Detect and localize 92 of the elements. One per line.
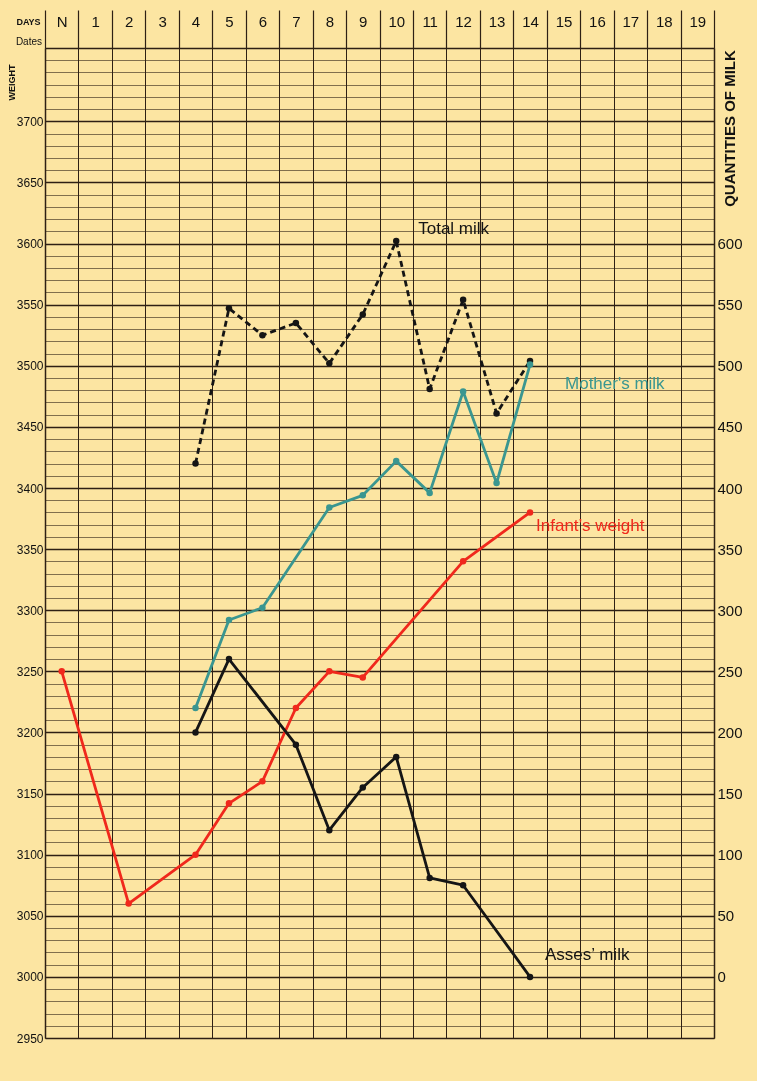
point xyxy=(392,457,400,465)
point xyxy=(459,296,467,304)
point xyxy=(225,616,233,624)
x-tick-label: 15 xyxy=(555,12,573,30)
point xyxy=(392,237,400,245)
y-tick-label: 3150 xyxy=(16,787,44,802)
point xyxy=(259,331,266,339)
x-tick-label: 17 xyxy=(622,12,640,30)
point xyxy=(493,410,500,417)
x-tick-label: 16 xyxy=(589,12,606,30)
x-tick-label: N xyxy=(56,12,68,30)
y2-tick-label: 500 xyxy=(717,357,743,375)
y-tick-label: 3050 xyxy=(16,909,44,924)
x-tick-label: 9 xyxy=(359,12,368,30)
point xyxy=(259,604,266,612)
y2-tick-label: 0 xyxy=(717,968,726,986)
y-tick-label: 3600 xyxy=(16,237,44,252)
point xyxy=(526,361,534,368)
x-tick-label: 5 xyxy=(225,12,234,30)
y2-tick-label: 100 xyxy=(717,846,743,864)
point xyxy=(459,881,467,889)
x-tick-label: 3 xyxy=(158,12,167,30)
point xyxy=(326,668,333,675)
y-tick-label: 3000 xyxy=(16,970,44,985)
x-tick-label: 19 xyxy=(689,12,707,30)
x-tick-label: 14 xyxy=(522,12,539,30)
y2-tick-label: 300 xyxy=(717,601,743,619)
y-tick-label: 3500 xyxy=(16,359,44,374)
y-tick-label: 3100 xyxy=(16,848,44,863)
x-tick-label: 1 xyxy=(91,12,100,30)
y2-tick-label: 450 xyxy=(717,418,743,436)
y-tick-label: 3250 xyxy=(16,664,44,679)
point xyxy=(326,826,333,834)
x-tick-label: 11 xyxy=(422,12,438,30)
y-tick-label: 3450 xyxy=(16,420,44,435)
y2-tick-label: 350 xyxy=(717,540,743,558)
point xyxy=(459,388,467,395)
point xyxy=(292,704,300,712)
x-tick-label: 8 xyxy=(325,12,334,30)
point xyxy=(192,704,199,712)
point xyxy=(359,311,367,318)
y2-tick-label: 600 xyxy=(717,235,743,253)
y2-tick-label: 150 xyxy=(717,785,743,803)
y-tick-label: 2950 xyxy=(16,1031,44,1046)
x-tick-label: 7 xyxy=(292,12,301,30)
point xyxy=(326,504,333,511)
point xyxy=(426,874,433,882)
point xyxy=(58,668,65,675)
y2-tick-label: 400 xyxy=(717,479,743,497)
point xyxy=(192,851,199,858)
point xyxy=(359,784,367,791)
point xyxy=(225,655,233,663)
point xyxy=(359,674,367,681)
y-tick-label: 3300 xyxy=(16,603,44,618)
point xyxy=(192,729,199,736)
y2-tick-label: 200 xyxy=(717,723,743,741)
x-tick-label: 12 xyxy=(455,12,472,30)
y-tick-label: 3350 xyxy=(16,542,44,557)
x-tick-label: 2 xyxy=(124,12,134,30)
point xyxy=(459,558,467,565)
y2-tick-label: 50 xyxy=(717,907,735,925)
y-tick-label: 3700 xyxy=(16,114,44,129)
y2-axis-title: QUANTITIES OF MILK xyxy=(720,50,738,207)
x-axis-title: DAYS xyxy=(16,16,41,27)
point xyxy=(426,385,433,393)
point xyxy=(359,492,367,499)
point xyxy=(326,360,333,367)
point xyxy=(526,509,534,516)
point xyxy=(526,973,534,981)
y-tick-label: 3650 xyxy=(16,175,44,190)
point xyxy=(292,741,300,748)
x-tick-label: 4 xyxy=(191,12,201,30)
x-tick-label: 13 xyxy=(488,12,506,30)
y-axis-title: WEIGHT xyxy=(6,64,17,101)
point xyxy=(392,753,400,761)
x-tick-label: 6 xyxy=(258,12,268,30)
point xyxy=(493,479,500,487)
point xyxy=(426,489,433,497)
point xyxy=(225,800,233,807)
x-tick-label: 18 xyxy=(655,12,673,30)
text: Dates xyxy=(15,36,42,47)
y2-tick-label: 250 xyxy=(717,662,743,680)
y-tick-label: 3400 xyxy=(16,481,44,496)
y-tick-label: 3200 xyxy=(16,725,44,740)
y2-tick-label: 550 xyxy=(717,296,743,314)
point xyxy=(259,778,266,785)
point xyxy=(125,900,132,907)
x-tick-label: 10 xyxy=(388,12,406,30)
y-tick-label: 3550 xyxy=(16,298,44,313)
point xyxy=(225,305,233,312)
point xyxy=(292,319,300,327)
point xyxy=(192,460,199,467)
